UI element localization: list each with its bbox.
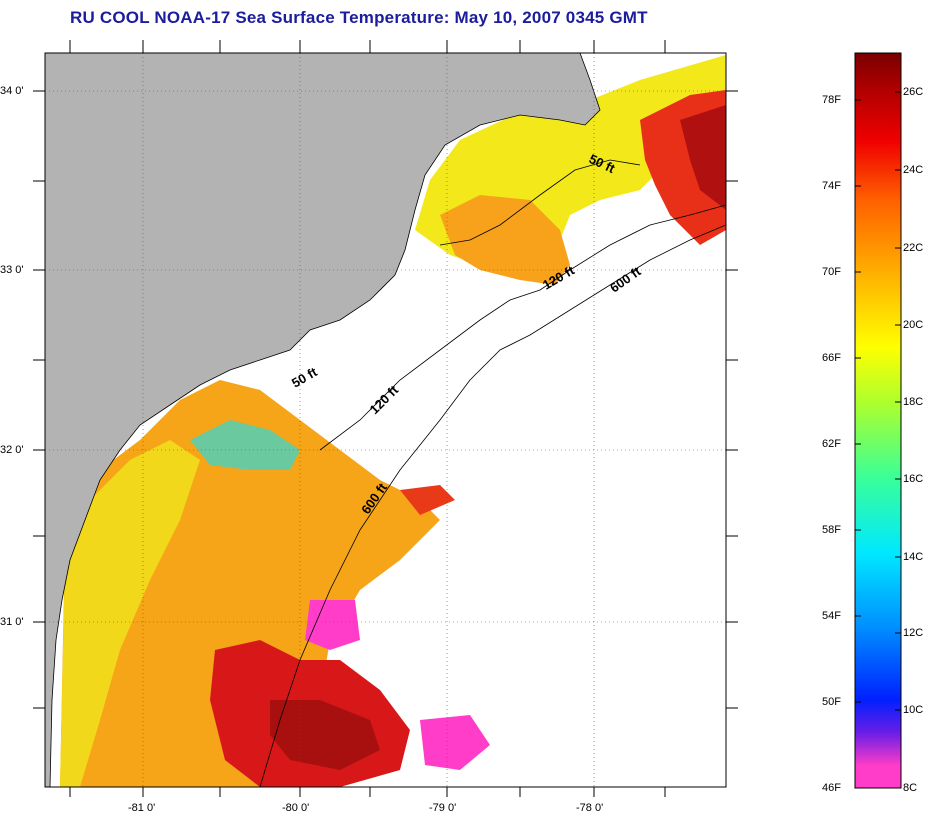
lon-label-78: -78 0' bbox=[576, 802, 604, 814]
colorbar-label-70f: 70F bbox=[822, 266, 841, 278]
colorbar-ticks bbox=[855, 91, 901, 711]
lat-label-33: 33 0' bbox=[0, 264, 24, 276]
sst-patch-north-orange bbox=[440, 195, 570, 285]
colorbar-label-24c: 24C bbox=[903, 164, 924, 176]
colorbar-label-22c: 22C bbox=[903, 242, 924, 254]
colorbar-label-62f: 62F bbox=[822, 438, 841, 450]
sst-patch-northeast-dark bbox=[680, 105, 726, 210]
graticule bbox=[45, 53, 726, 787]
land-area bbox=[45, 53, 601, 787]
sst-cold-patch-2 bbox=[420, 715, 490, 770]
colorbar-label-46f: 46F bbox=[822, 782, 841, 794]
colorbar-label-26c: 26C bbox=[903, 86, 924, 98]
sst-cold-patch bbox=[305, 600, 360, 650]
map-ticks bbox=[33, 40, 738, 797]
colorbar-label-8c: 8C bbox=[903, 782, 918, 794]
lon-label-81: -81 0' bbox=[128, 802, 156, 814]
colorbar bbox=[854, 52, 902, 789]
colorbar-label-58f: 58F bbox=[822, 524, 841, 536]
colorbar-label-74f: 74F bbox=[822, 180, 841, 192]
sst-eddy-dark bbox=[270, 700, 380, 770]
colorbar-label-66f: 66F bbox=[822, 352, 841, 364]
map-title: RU COOL NOAA-17 Sea Surface Temperature:… bbox=[70, 8, 648, 27]
lon-label-80: -80 0' bbox=[282, 802, 310, 814]
sst-patch-south-yellow bbox=[60, 440, 200, 787]
colorbar-label-12c: 12C bbox=[903, 627, 924, 639]
sst-cool-band bbox=[190, 420, 300, 470]
isobath-50ft-line bbox=[439, 159, 641, 246]
colorbar-label-18c: 18C bbox=[903, 396, 924, 408]
colorbar-label-20c: 20C bbox=[903, 319, 924, 331]
lat-label-31: 31 0' bbox=[0, 616, 24, 628]
isobath-600ft-line bbox=[259, 224, 726, 787]
colorbar-label-14c: 14C bbox=[903, 551, 924, 563]
lat-label-32: 32 0' bbox=[0, 444, 24, 456]
map-frame bbox=[44, 52, 727, 788]
colorbar-label-78f: 78F bbox=[822, 94, 841, 106]
colorbar-label-50f: 50F bbox=[822, 696, 841, 708]
lon-label-79: -79 0' bbox=[429, 802, 457, 814]
colorbar-label-10c: 10C bbox=[903, 704, 924, 716]
isobath-120ft-line bbox=[319, 204, 726, 451]
colorbar-label-54f: 54F bbox=[822, 610, 841, 622]
lat-label-34: 34 0' bbox=[0, 85, 24, 97]
sst-offshore-red bbox=[400, 485, 455, 515]
colorbar-label-16c: 16C bbox=[903, 473, 924, 485]
